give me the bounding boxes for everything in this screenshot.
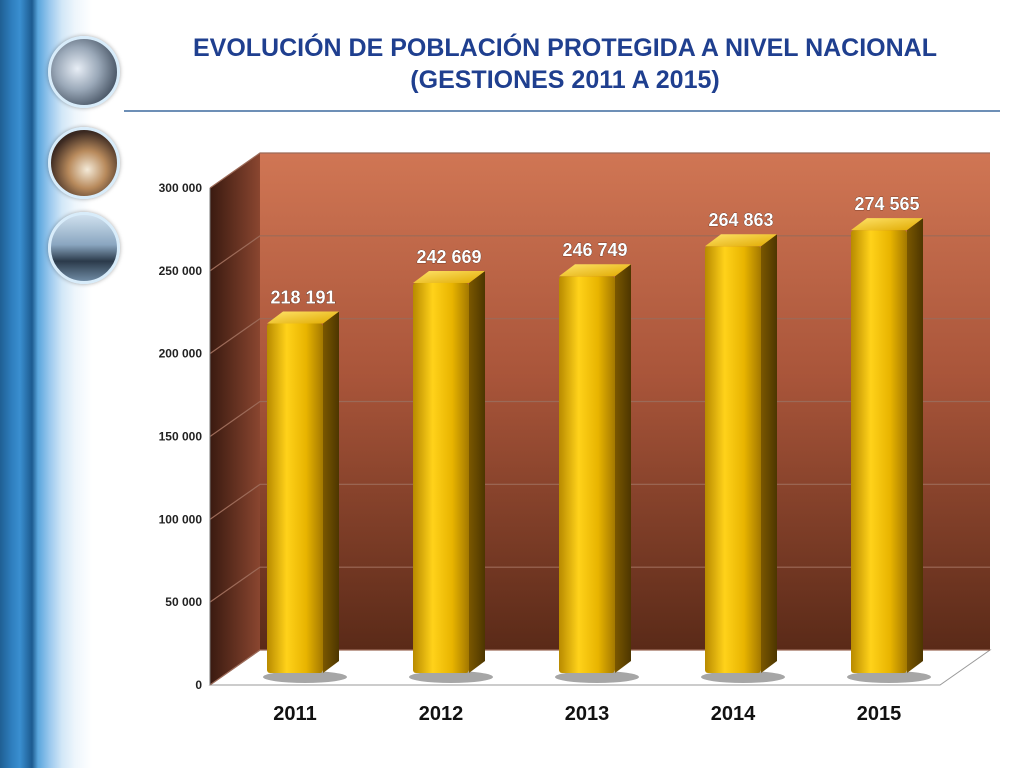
slide-title-line1: EVOLUCIÓN DE POBLACIÓN PROTEGIDA A NIVEL… <box>192 34 938 62</box>
value-labels: 218 191 242 669 246 749 264 863 274 565 <box>270 194 920 308</box>
x-tick-label: 2013 <box>565 703 610 725</box>
bar-shadow <box>409 671 493 683</box>
bar-front <box>559 276 615 673</box>
x-tick-label: 2014 <box>711 703 756 725</box>
value-label: 264 863 <box>708 210 773 230</box>
y-tick-label: 0 <box>195 678 202 692</box>
bar-top <box>705 234 777 247</box>
x-tick-label: 2015 <box>857 703 902 725</box>
bars <box>263 218 931 683</box>
bar-side <box>761 234 777 673</box>
bar-front <box>705 246 761 673</box>
y-axis: 0 50 000 100 000 150 000 200 000 250 000 300 0… <box>159 181 211 692</box>
hardware-photo-icon <box>48 36 120 108</box>
x-axis: 2011 2012 2013 2014 2015 <box>273 703 901 725</box>
bar-side <box>323 311 339 673</box>
bar-shadow <box>701 671 785 683</box>
gridline <box>209 152 990 189</box>
value-label: 242 669 <box>416 247 481 267</box>
bar <box>555 264 639 683</box>
business-people-photo-icon <box>48 127 120 199</box>
y-tick-label: 100 000 <box>159 512 203 526</box>
bar-shadow <box>263 671 347 683</box>
bar-front <box>851 230 907 673</box>
x-tick-label: 2012 <box>419 703 464 725</box>
bar-shadow <box>847 671 931 683</box>
bar-front <box>413 282 469 673</box>
bar-shadow <box>555 671 639 683</box>
y-tick-label: 250 000 <box>159 264 203 278</box>
bar-top <box>413 270 485 283</box>
bar-front <box>267 323 323 673</box>
value-label: 246 749 <box>562 240 627 260</box>
walking-people-photo-icon <box>48 212 120 284</box>
y-tick-label: 50 000 <box>165 595 202 609</box>
title-divider <box>124 110 1000 112</box>
slide-title-line2: (GESTIONES 2011 A 2015) <box>410 66 720 94</box>
x-tick-label: 2011 <box>273 703 316 725</box>
value-label: 218 191 <box>270 288 335 308</box>
bar-side <box>469 270 485 673</box>
bar-top <box>559 264 631 277</box>
y-tick-label: 300 000 <box>159 181 203 195</box>
bar <box>263 311 347 683</box>
y-tick-label: 150 000 <box>159 430 203 444</box>
value-label: 274 565 <box>854 194 919 214</box>
bar-side <box>907 218 923 673</box>
y-tick-label: 200 000 <box>159 347 203 361</box>
bar <box>847 218 931 683</box>
bar-top <box>851 218 923 231</box>
bar <box>409 270 493 683</box>
bar-side <box>615 264 631 673</box>
bar <box>701 234 785 683</box>
bar-top <box>267 311 339 324</box>
